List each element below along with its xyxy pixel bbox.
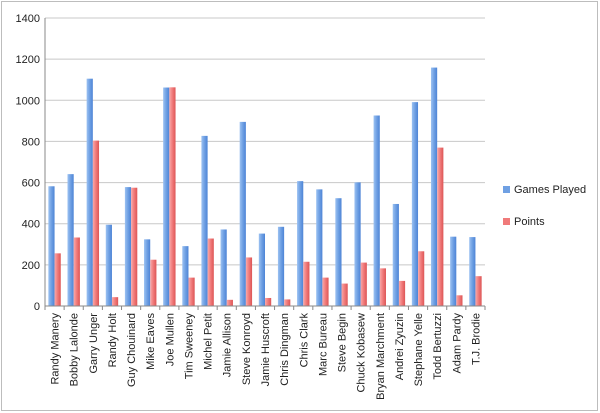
y-tick-label: 400 (22, 219, 40, 231)
points-bar-19 (418, 251, 425, 306)
x-category-label: Tim Sweeney (183, 313, 195, 380)
games-played-bar-9 (220, 229, 227, 306)
legend: Games Played Points (503, 184, 586, 228)
points-bar-3 (111, 297, 119, 306)
y-tick-label: 600 (22, 178, 40, 190)
games-played-bar-15 (335, 198, 342, 306)
games-played-bar-3 (105, 224, 112, 306)
y-tick-label: 800 (22, 136, 40, 148)
x-axis-labels: Randy Manery Bobby Lalonde Garry Unger Rand… (50, 313, 483, 400)
x-category-label: Stephane Yelle (413, 313, 425, 386)
x-category-label: Randy Manery (50, 313, 62, 385)
y-tick-label: 200 (22, 260, 40, 272)
points-bar-17 (379, 268, 386, 306)
games-played-bar-20 (430, 67, 438, 306)
games-played-bar-17 (373, 115, 380, 306)
games-played-bar-1 (67, 174, 74, 306)
games-played-bar-11 (258, 233, 265, 306)
games-played-bar-14 (316, 189, 323, 306)
points-bar-1 (73, 237, 80, 306)
x-category-label: T.J. Brodie (470, 313, 482, 365)
points-bar-20 (437, 147, 444, 306)
points-bar-7 (188, 277, 195, 306)
x-category-label: Mike Eaves (145, 313, 157, 370)
games-played-bar-5 (144, 239, 151, 306)
games-played-bar-13 (297, 181, 304, 306)
points-bar-16 (360, 262, 367, 306)
games-played-bar-12 (277, 226, 285, 306)
points-bar-13 (303, 261, 310, 306)
x-category-label: Michel Petit (203, 313, 215, 370)
points-bar-6 (169, 87, 176, 306)
x-category-label: Marc Bureau (317, 313, 329, 376)
games-played-bar-21 (450, 236, 457, 306)
points-bar-11 (265, 297, 272, 306)
x-category-label: Chris Dingman (279, 313, 291, 386)
x-category-label: Andrei Zyuzin (394, 313, 406, 380)
games-played-bar-10 (239, 121, 246, 306)
x-category-label: Jamie Allison (222, 313, 234, 377)
points-bar-18 (398, 280, 406, 306)
games-played-bar-22 (469, 237, 476, 306)
points-bar-8 (207, 238, 214, 306)
points-bar-10 (245, 257, 253, 306)
games-played-bar-4 (124, 187, 132, 306)
grid-lines (45, 17, 485, 266)
x-category-label: Bobby Lalonde (69, 313, 81, 386)
points-bar-2 (92, 140, 100, 306)
games-played-bar-8 (201, 135, 208, 306)
x-category-label: Bryan Marchment (375, 313, 387, 400)
points-bar-15 (341, 283, 348, 306)
x-category-label: Randy Holt (107, 313, 119, 367)
points-bar-0 (54, 253, 61, 306)
points-bar-12 (284, 299, 291, 306)
points-bar-14 (322, 277, 329, 306)
axes (44, 18, 486, 310)
games-played-bar-16 (354, 182, 361, 306)
games-played-bar-6 (163, 87, 170, 306)
games-played-bar-2 (86, 78, 93, 306)
games-played-bar-7 (182, 246, 189, 306)
y-tick-label: 1200 (16, 54, 40, 66)
points-bar-22 (475, 276, 482, 306)
y-tick-label: 1400 (16, 13, 40, 25)
games-played-bar-19 (411, 102, 419, 306)
legend-label-points: Points (514, 216, 545, 228)
x-category-label: Chuck Kobasew (356, 313, 368, 393)
x-category-label: Steve Begin (337, 313, 349, 372)
legend-swatch-points (503, 218, 510, 225)
y-tick-label: 0 (34, 301, 40, 313)
games-played-bar-18 (392, 203, 399, 306)
y-axis-ticks: 0 200 400 600 800 1000 1200 1400 (16, 13, 40, 313)
x-category-label: Jamie Huscroft (260, 313, 272, 386)
points-bar-9 (226, 299, 233, 306)
games-played-bar-0 (48, 186, 55, 306)
legend-label-games-played: Games Played (514, 184, 586, 196)
bars (48, 67, 482, 306)
x-category-label: Joe Mullen (164, 313, 176, 366)
x-category-label: Guy Chouinard (126, 313, 138, 387)
points-bar-21 (456, 295, 463, 306)
legend-swatch-games-played (503, 186, 510, 193)
points-bar-5 (150, 259, 157, 306)
x-category-label: Garry Unger (88, 313, 100, 374)
y-tick-label: 1000 (16, 95, 40, 107)
x-category-label: Todd Bertuzzi (432, 313, 444, 380)
x-category-label: Steve Konroyd (241, 313, 253, 385)
points-bar-4 (131, 187, 138, 306)
x-category-label: Chris Clark (298, 313, 310, 368)
x-category-label: Adam Pardy (451, 313, 463, 374)
